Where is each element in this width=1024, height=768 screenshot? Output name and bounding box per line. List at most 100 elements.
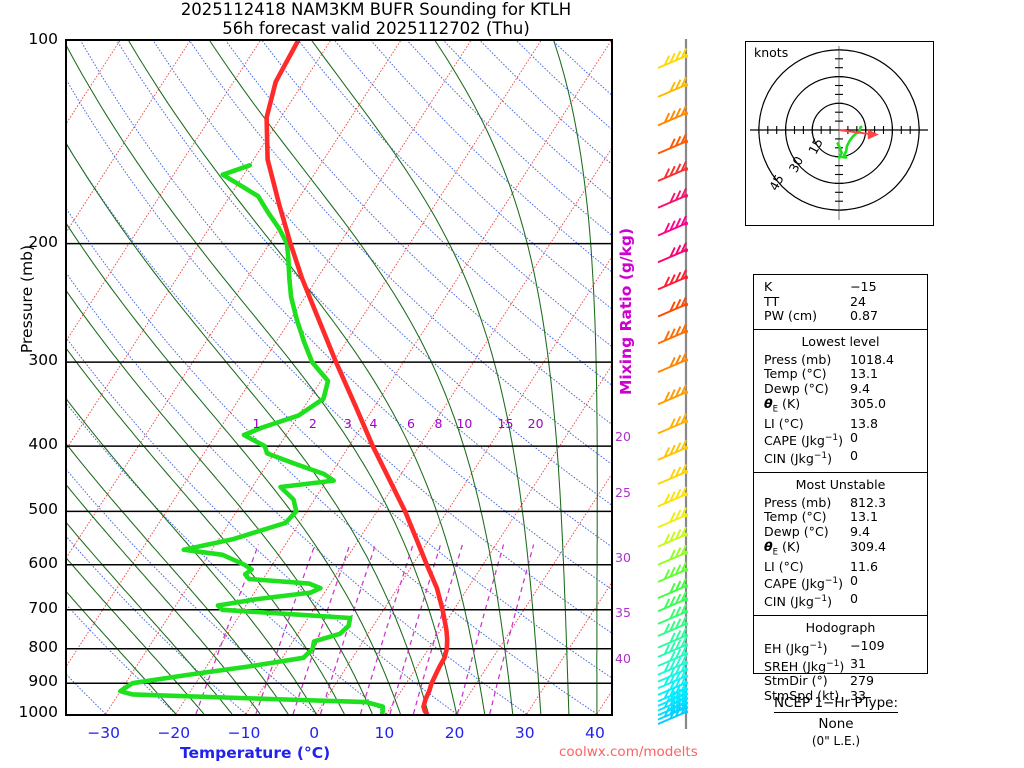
index-key: StmDir (°) [764,673,828,689]
index-key: TT [764,293,780,309]
hodograph-stat-row: SREH (Jkg−1) 31 [754,656,927,675]
wind-barb [657,526,688,548]
pressure-tick-100: 100 [28,30,58,48]
wind-barb [657,352,688,373]
lowest-level-row: θE (K) 305.0 [754,395,927,417]
isobar-lines [67,242,611,684]
index-value: 0 [850,448,859,464]
pressure-tick-300: 300 [28,351,58,370]
pressure-tick-500: 500 [28,500,58,519]
hodograph-stats-header: Hodograph [805,619,876,635]
lowest-level-row: Dewp (°C) 9.4 [754,381,927,397]
wind-barb [657,561,688,583]
most-unstable-row: Dewp (°C) 9.4 [754,524,927,540]
wind-barb [657,486,688,508]
ptype-liquid-equivalent: (0" L.E.) [811,734,861,748]
index-key: CAPE (Jkg−1) [764,576,844,592]
mixing-ratio-label-4: 4 [369,415,378,431]
mixing-ratio-label-2: 2 [308,415,317,431]
index-top-row: K −15 [754,279,927,295]
temperature-axis-title: Temperature (°C) [180,744,331,762]
wind-barb-column [657,39,688,729]
temperature-tick-20: 20 [444,724,465,742]
most-unstable-section: Most Unstable Press (mb) 812.3 Temp (°C) 13… [754,471,927,615]
hodograph-stat-row: EH (Jkg−1) −109 [754,637,927,657]
skewt-logp-diagram[interactable] [65,39,613,716]
wind-barb [657,544,688,566]
wind-barb [657,591,688,613]
mixing-ratio-lines [195,544,535,714]
hodograph-panel[interactable]: knots 15 30 45 [745,41,934,226]
temperature-tick-10: 10 [374,724,395,742]
index-key: θE (K) [764,538,801,558]
index-value: 11.6 [850,558,879,574]
index-value: 1018.4 [850,351,895,367]
temperature-tick--10: −10 [227,724,261,742]
pressure-tick-1000: 1000 [18,703,58,721]
wind-barb [657,578,688,599]
lowest-level-row: Press (mb) 1018.4 [754,351,927,368]
wind-barb [657,269,688,291]
wind-barb [657,646,688,667]
index-value: 309.4 [850,538,887,554]
ptype-value: None [818,716,854,732]
wind-barb [657,76,688,98]
temperature-tick-30: 30 [514,724,535,742]
dewpoint-trace [117,163,386,714]
most-unstable-row: LI (°C) 11.6 [754,558,927,575]
temperature-tick--30: −30 [87,724,120,742]
chart-title-block: 2025112418 NAM3KM BUFR Sounding for KTLH… [0,0,752,38]
index-value: −109 [850,637,885,653]
lowest-level-section: Lowest level Press (mb) 1018.4 Temp (°C) 13… [754,328,927,472]
index-value: 13.1 [850,366,879,382]
watermark: coolwx.com/modelts [559,744,698,760]
ptype-footer: NCEP 1−Hr PType: None (0" L.E.) [736,692,936,748]
index-value: 812.3 [850,494,887,510]
wind-barb [657,160,688,182]
skewt-plot-canvas [67,41,611,714]
index-value: 13.8 [850,415,879,431]
ptype-header: NCEP 1−Hr PType: [773,695,899,713]
wind-barb [657,464,688,485]
altitude-tick-20: 20 [615,429,631,444]
mixing-ratio-label-6: 6 [406,415,415,431]
index-key: LI (°C) [764,415,804,431]
wind-barb [657,105,688,127]
pressure-tick-800: 800 [28,637,58,656]
index-top-row: TT 24 [754,293,927,310]
wind-barb [657,685,688,707]
pressure-tick-900: 900 [28,672,58,691]
index-key: K [764,279,773,294]
lowest-level-header: Lowest level [801,333,880,349]
wind-barb [657,603,688,625]
wind-barb [657,384,688,406]
index-key: Dewp (°C) [764,524,829,540]
hodograph-ring-label-30: 30 [786,154,807,175]
wind-barb [657,507,688,529]
isotherm-lines [67,41,611,714]
dry-adiabat-lines [67,41,611,714]
wind-barb [657,187,688,209]
index-key: StmSpd (kt) [764,688,840,704]
index-key: Temp (°C) [764,366,827,382]
pressure-axis-title: Pressure (mb) [18,244,36,354]
mixing-ratio-label-10: 10 [456,415,473,431]
index-key: Press (mb) [764,351,832,367]
storm-motion-line [838,129,873,136]
index-value: 0 [850,591,859,607]
pressure-tick-700: 700 [28,598,58,617]
wind-barb [657,439,688,461]
most-unstable-row: Press (mb) 812.3 [754,494,927,511]
moist-adiabat-lines [67,41,598,714]
index-value: 33 [850,688,867,704]
lowest-level-row: Temp (°C) 13.1 [754,367,927,382]
index-key: θE (K) [764,395,801,415]
index-value: 13.1 [850,509,879,525]
index-key: CIN (Jkg−1) [764,451,833,467]
wind-barb [657,215,688,237]
altitude-tick-40: 40 [615,651,631,666]
wind-barb [657,616,688,637]
pressure-tick-200: 200 [28,232,58,251]
wind-barb [657,636,688,658]
